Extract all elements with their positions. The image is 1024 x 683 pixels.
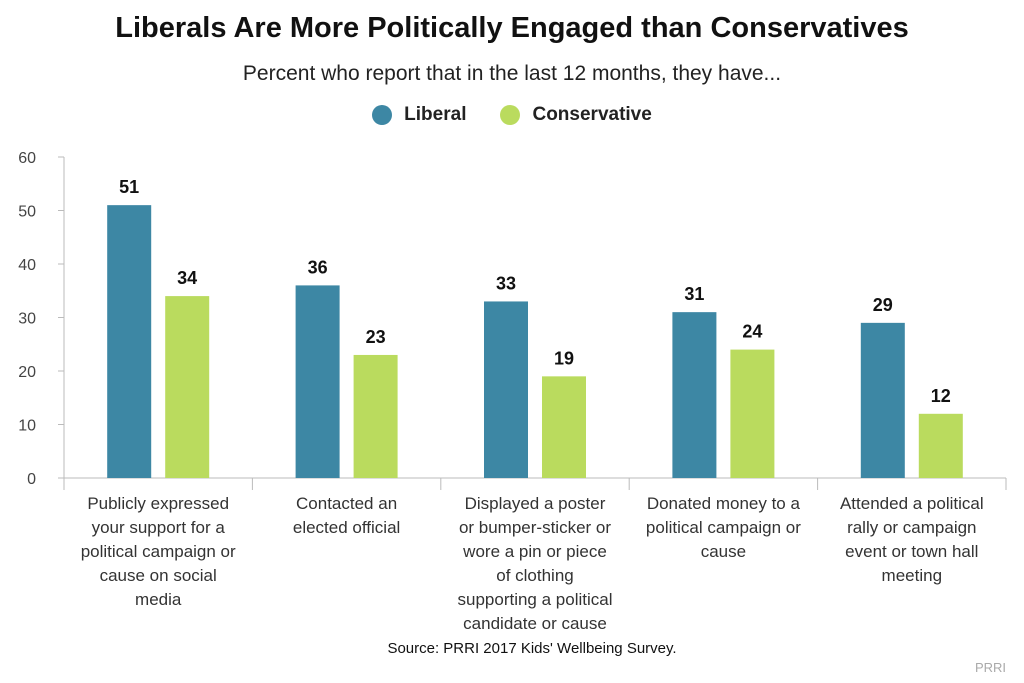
x-category-label-line: political campaign or bbox=[645, 518, 801, 537]
bar-conservative bbox=[542, 376, 586, 478]
data-label-conservative: 19 bbox=[554, 348, 574, 368]
y-tick-label: 60 bbox=[18, 150, 36, 167]
x-category-label-line: Publicly expressed bbox=[87, 494, 230, 513]
y-tick-label: 0 bbox=[27, 471, 36, 488]
legend-label-liberal: Liberal bbox=[404, 104, 467, 125]
x-category-label: Displayed a poster or bumper-sticker or wo… bbox=[445, 492, 625, 636]
x-category-label-line: cause on social bbox=[99, 566, 217, 585]
bar-conservative bbox=[918, 413, 963, 478]
x-category-label-line: Contacted an bbox=[296, 494, 398, 513]
x-category-label-line: cause bbox=[700, 542, 747, 561]
x-category-label-line: of clothing bbox=[496, 566, 574, 585]
data-label-liberal: 51 bbox=[119, 177, 139, 197]
legend: Liberal Conservative bbox=[0, 104, 1024, 126]
x-category-label-line: candidate or cause bbox=[463, 614, 607, 633]
x-category-label-line: supporting a political bbox=[457, 590, 613, 609]
x-category-label-line: or bumper-sticker or bbox=[458, 518, 612, 537]
source-note: Source: PRRI 2017 Kids' Wellbeing Survey… bbox=[387, 640, 677, 657]
x-category-label: Attended a political rally or campaign eve… bbox=[822, 492, 1002, 588]
data-label-liberal: 33 bbox=[496, 273, 516, 293]
bar-conservative bbox=[730, 349, 775, 478]
y-tick-label: 40 bbox=[18, 257, 36, 274]
bar-liberal bbox=[860, 322, 905, 478]
x-category-label-line: media bbox=[135, 590, 182, 609]
bar-liberal bbox=[107, 205, 152, 478]
bar-liberal bbox=[672, 312, 717, 478]
x-category-label: Publicly expressed your support for a poli… bbox=[68, 492, 248, 612]
prri-logo: PRRI bbox=[974, 660, 1006, 675]
x-category-label-line: elected official bbox=[292, 518, 401, 537]
x-category-label: Contacted an elected official bbox=[257, 492, 437, 540]
x-category-label-line: your support for a bbox=[91, 518, 225, 537]
x-category-label-line: wore a pin or piece bbox=[463, 542, 607, 561]
x-category-label-line: Displayed a poster bbox=[464, 494, 606, 513]
data-label-liberal: 36 bbox=[308, 257, 328, 277]
data-label-liberal: 31 bbox=[684, 284, 704, 304]
y-tick-label: 50 bbox=[18, 204, 36, 221]
legend-swatch-conservative bbox=[500, 105, 521, 125]
x-category-label-line: event or town hall bbox=[845, 542, 979, 561]
bar-liberal bbox=[295, 285, 340, 478]
chart-title: Liberals Are More Politically Engaged th… bbox=[115, 12, 909, 44]
data-label-conservative: 12 bbox=[931, 386, 951, 406]
data-label-conservative: 23 bbox=[366, 327, 386, 347]
legend-label-conservative: Conservative bbox=[532, 104, 652, 125]
y-tick-label: 30 bbox=[18, 311, 36, 328]
x-category-label-line: rally or campaign bbox=[847, 518, 977, 537]
x-category-label-line: Attended a political bbox=[839, 494, 984, 513]
legend-item-liberal: Liberal bbox=[372, 104, 466, 126]
legend-swatch-liberal bbox=[372, 105, 393, 125]
data-label-conservative: 34 bbox=[177, 268, 197, 288]
y-tick-label: 20 bbox=[18, 364, 36, 381]
x-category-label-line: Donated money to a bbox=[646, 494, 800, 513]
bar-liberal bbox=[484, 301, 528, 478]
legend-item-conservative: Conservative bbox=[500, 104, 652, 126]
data-label-conservative: 24 bbox=[742, 322, 762, 342]
bar-conservative bbox=[353, 354, 398, 478]
chart-subtitle: Percent who report that in the last 12 m… bbox=[242, 62, 782, 85]
data-label-liberal: 29 bbox=[873, 295, 893, 315]
bar-conservative bbox=[165, 296, 210, 478]
x-category-label-line: meeting bbox=[881, 566, 943, 585]
x-category-label: Donated money to a political campaign or c… bbox=[633, 492, 813, 564]
x-category-label-line: political campaign or bbox=[80, 542, 236, 561]
y-tick-label: 10 bbox=[18, 418, 36, 435]
